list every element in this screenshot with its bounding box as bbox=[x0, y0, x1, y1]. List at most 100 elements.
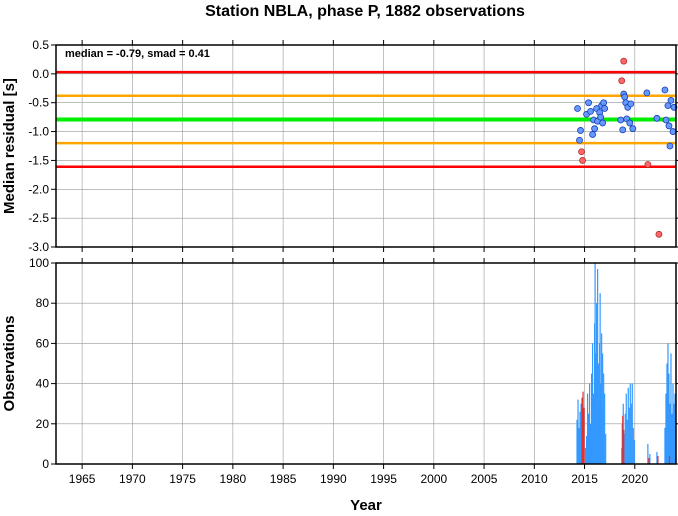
observation-bar-blue bbox=[667, 343, 669, 464]
observation-bar-red bbox=[623, 429, 625, 464]
observation-bar-red bbox=[657, 455, 659, 464]
x-tick-label: 1980 bbox=[220, 472, 247, 486]
observation-bar-blue bbox=[587, 413, 590, 464]
residual-point-blue bbox=[629, 125, 637, 133]
residual-point-blue bbox=[621, 93, 629, 101]
residual-point-blue bbox=[666, 142, 674, 150]
observation-bar-blue bbox=[665, 393, 667, 464]
x-tick-label: 1965 bbox=[69, 472, 96, 486]
residual-point-red bbox=[618, 77, 626, 85]
x-tick-label: 2015 bbox=[571, 472, 598, 486]
observation-bar-blue bbox=[580, 403, 582, 464]
residual-point-blue bbox=[627, 100, 635, 108]
observations-y-tick-label: 40 bbox=[36, 377, 50, 391]
observation-bar-blue bbox=[632, 427, 634, 464]
observations-y-tick-label: 80 bbox=[36, 296, 50, 310]
residual-reference-lines bbox=[56, 70, 676, 169]
observation-bar-blue bbox=[603, 373, 605, 464]
observation-bar-blue bbox=[669, 403, 671, 464]
residual-point-blue bbox=[577, 127, 584, 134]
residual-point-blue bbox=[653, 114, 661, 122]
residual-point-blue bbox=[664, 102, 672, 109]
observation-bar-blue bbox=[671, 413, 673, 464]
observations-y-tick-label: 0 bbox=[42, 457, 49, 471]
observation-bars bbox=[576, 263, 676, 464]
observation-bar-blue bbox=[601, 333, 603, 464]
observation-bar-blue bbox=[625, 393, 627, 464]
observations-x-ticks: 1965 1970 1975 1980 1985 1990 1995 2000 2005 2010… bbox=[69, 258, 648, 486]
observation-bar-blue bbox=[591, 343, 594, 464]
x-tick-label: 2000 bbox=[420, 472, 447, 486]
observation-bar-red bbox=[582, 391, 584, 464]
residual-panel: 0.5 0.0 -0.5 -1.0 -1.5 -2.0 -2.5 -3.0 median = … bbox=[1, 38, 678, 254]
residual-point-red bbox=[655, 230, 663, 238]
observation-bar-blue bbox=[629, 383, 631, 464]
residual-point-blue bbox=[574, 105, 581, 112]
residual-point-red bbox=[578, 148, 585, 156]
residual-point-blue bbox=[600, 99, 608, 107]
observation-bar-blue bbox=[600, 383, 602, 464]
residual-point-blue bbox=[667, 97, 675, 104]
residual-point-blue bbox=[669, 128, 677, 135]
residual-y-tick-label: -0.5 bbox=[28, 96, 49, 110]
observation-bar-red bbox=[648, 457, 650, 464]
observation-bar-red bbox=[581, 397, 583, 464]
residual-frame bbox=[55, 44, 677, 248]
x-tick-label: 1975 bbox=[169, 472, 196, 486]
residual-point-red bbox=[579, 157, 586, 164]
observation-bar-blue bbox=[674, 393, 676, 464]
observation-bar-blue bbox=[584, 447, 587, 464]
residual-point-red bbox=[644, 161, 652, 168]
observation-bar-blue bbox=[628, 407, 630, 464]
observation-bar-blue bbox=[578, 427, 580, 464]
observation-bar-blue bbox=[664, 427, 666, 464]
observation-bar-red bbox=[668, 455, 671, 464]
observation-bar-red bbox=[583, 407, 585, 464]
observations-frame bbox=[55, 262, 677, 465]
residual-point-red bbox=[620, 57, 628, 65]
residual-x-ticks bbox=[81, 40, 636, 252]
observation-bar-blue bbox=[672, 383, 674, 464]
residual-point-blue bbox=[589, 131, 596, 138]
observation-bar-blue bbox=[605, 433, 607, 464]
observation-bar-blue bbox=[590, 373, 593, 464]
residual-y-axis-label: Median residual [s] bbox=[1, 78, 18, 214]
residual-point-blue bbox=[665, 122, 673, 130]
residual-point-blue bbox=[585, 99, 592, 107]
observation-bar-blue bbox=[666, 363, 668, 464]
residual-point-blue bbox=[661, 86, 669, 94]
x-tick-label: 2020 bbox=[621, 472, 648, 486]
observation-bar-blue bbox=[589, 423, 592, 464]
median-annotation: median = -0.79, smad = 0.41 bbox=[65, 48, 210, 60]
residual-point-blue bbox=[591, 125, 599, 133]
x-tick-label: 1970 bbox=[119, 472, 146, 486]
residual-point-blue bbox=[643, 89, 651, 97]
observation-bar-blue bbox=[576, 419, 578, 464]
residual-point-blue bbox=[626, 119, 634, 127]
observation-bar-blue bbox=[656, 451, 658, 464]
observation-bar-blue bbox=[586, 393, 589, 464]
residual-point-blue bbox=[617, 116, 625, 124]
residual-y-tick-label: -2.5 bbox=[28, 211, 49, 225]
residual-y-tick-label: 0.5 bbox=[32, 38, 49, 52]
residual-y-tick-label: -3.0 bbox=[28, 240, 49, 254]
residual-y-tick-label: -1.0 bbox=[28, 125, 49, 139]
residual-point-blue bbox=[576, 136, 583, 144]
chart-title: Station NBLA, phase P, 1882 observations bbox=[205, 3, 525, 20]
observation-bar-blue bbox=[673, 403, 675, 464]
observations-y-tick-label: 60 bbox=[36, 336, 50, 350]
observation-bar-blue bbox=[624, 413, 626, 464]
observation-bar-blue bbox=[585, 435, 588, 464]
observation-bar-blue bbox=[631, 383, 633, 464]
observations-y-ticks: 0 20 40 60 80 100 bbox=[29, 256, 678, 471]
x-tick-label: 1995 bbox=[370, 472, 397, 486]
residual-y-tick-label: -2.0 bbox=[28, 182, 49, 196]
observation-bar-blue bbox=[595, 353, 597, 464]
residual-point-blue bbox=[587, 107, 594, 115]
residual-point-blue bbox=[662, 116, 670, 124]
residual-point-blue bbox=[601, 105, 609, 112]
x-axis-label: Year bbox=[350, 497, 382, 511]
x-tick-label: 1990 bbox=[320, 472, 347, 486]
